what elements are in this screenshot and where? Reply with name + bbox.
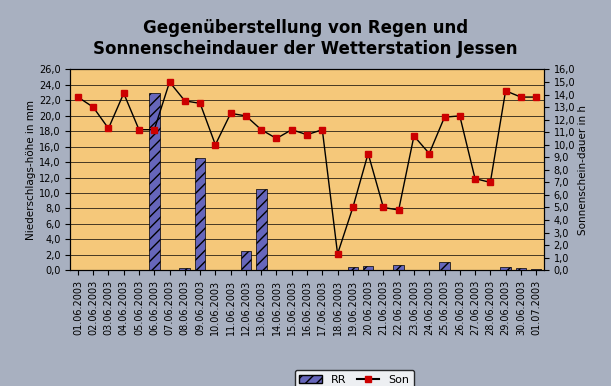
Bar — [393, 265, 404, 270]
Y-axis label: Niederschlags-höhe in mm: Niederschlags-höhe in mm — [26, 100, 36, 240]
Bar — [241, 251, 251, 270]
Bar — [363, 266, 373, 270]
Bar — [348, 267, 358, 270]
Bar — [149, 93, 159, 270]
Bar — [531, 269, 541, 270]
Y-axis label: Sonnenschein-dauer in h: Sonnenschein-dauer in h — [578, 105, 588, 235]
Bar — [516, 268, 526, 270]
Bar — [439, 262, 450, 270]
Bar — [256, 189, 266, 270]
Bar — [195, 158, 205, 270]
Legend: RR, Son: RR, Son — [295, 370, 414, 386]
Bar — [180, 268, 190, 270]
Bar — [500, 267, 511, 270]
Text: Gegenüberstellung von Regen und
Sonnenscheindauer der Wetterstation Jessen: Gegenüberstellung von Regen und Sonnensc… — [93, 19, 518, 58]
